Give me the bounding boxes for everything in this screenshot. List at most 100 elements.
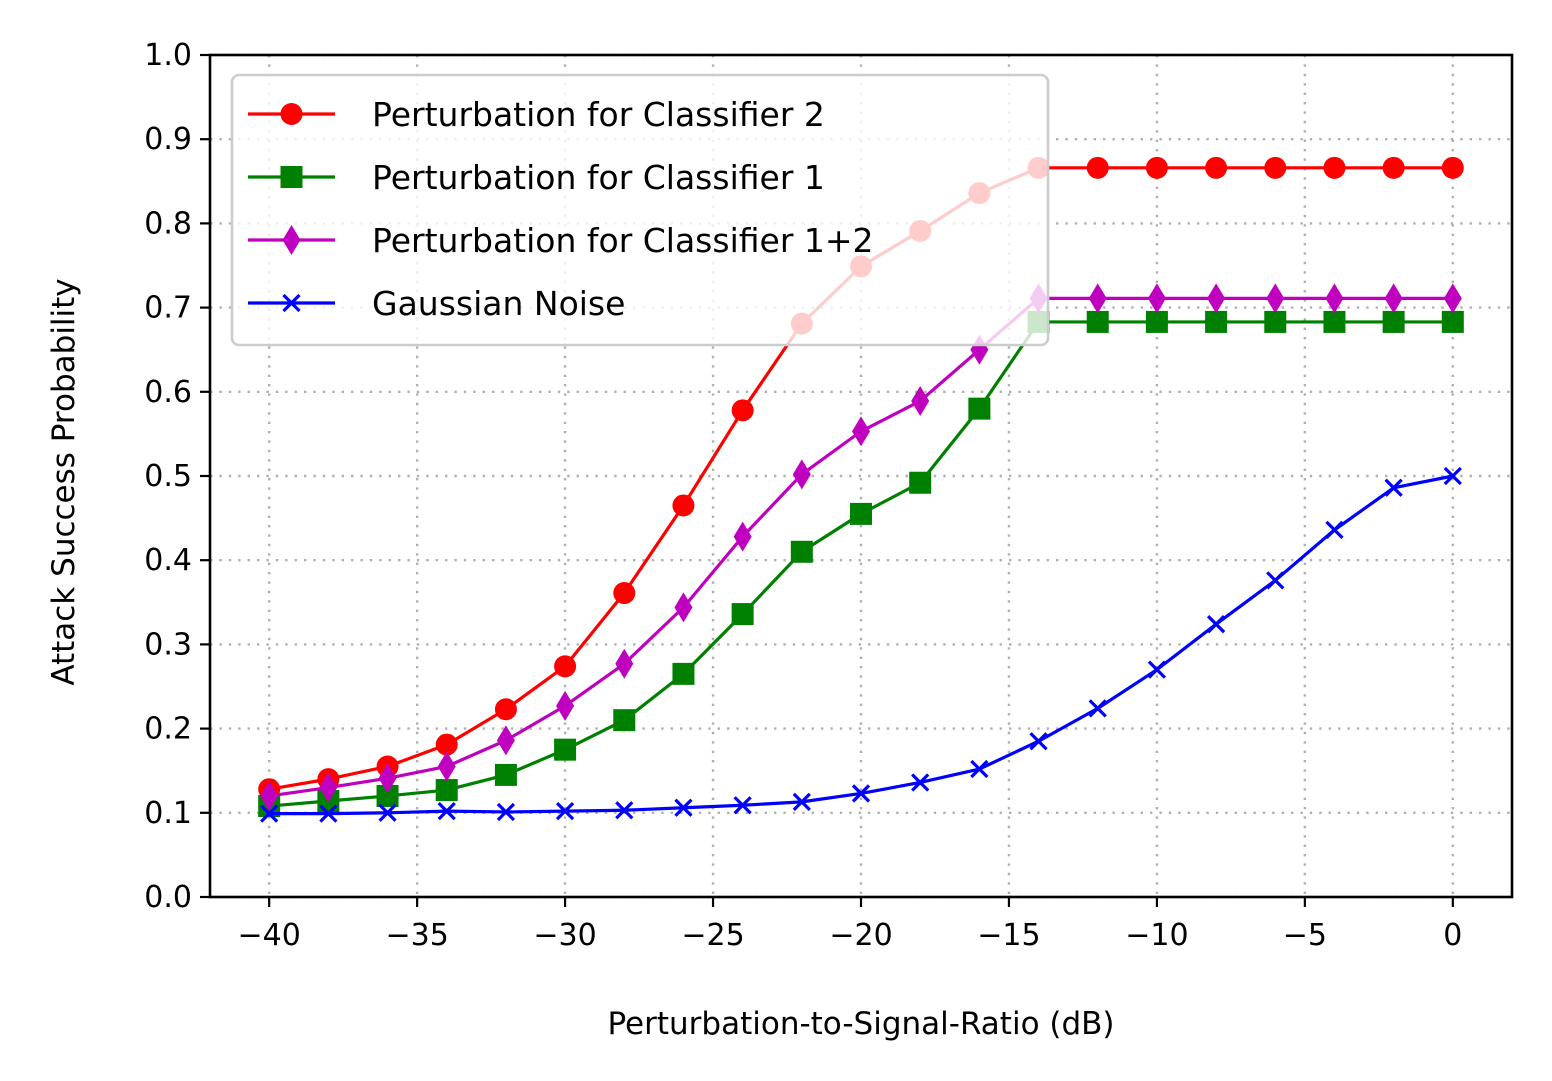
data-point — [319, 772, 338, 803]
data-point — [1264, 310, 1287, 333]
data-point — [1266, 571, 1285, 590]
data-point — [672, 662, 695, 685]
data-point — [378, 763, 397, 794]
data-point — [1086, 310, 1109, 333]
legend-marker — [282, 293, 301, 313]
data-point — [1323, 156, 1346, 179]
data-point — [852, 416, 870, 447]
data-point — [911, 386, 930, 417]
data-point — [615, 648, 634, 679]
data-point — [435, 733, 458, 756]
data-point — [1205, 156, 1228, 179]
data-point — [1264, 156, 1287, 179]
data-point — [1382, 310, 1405, 333]
legend-label: Gaussian Noise — [372, 284, 625, 323]
y-tick-label: 1.0 — [144, 38, 192, 73]
data-point — [1443, 283, 1462, 314]
data-point — [672, 494, 695, 517]
data-point — [674, 592, 693, 623]
x-tick-label: −5 — [1283, 918, 1327, 953]
data-point — [1145, 156, 1168, 179]
data-point — [494, 698, 517, 721]
data-point — [851, 784, 871, 803]
data-point — [790, 540, 813, 563]
data-point — [731, 603, 754, 626]
data-point — [613, 709, 636, 732]
data-point — [556, 690, 575, 721]
data-point — [731, 399, 754, 422]
legend: Perturbation for Classifier 2 Perturbatio… — [230, 73, 1050, 347]
legend-marker — [282, 225, 301, 255]
data-point — [494, 763, 517, 786]
data-point — [1384, 283, 1403, 314]
x-tick-label: 0 — [1443, 918, 1462, 953]
legend-item: Perturbation for Classifier 1+2 — [248, 221, 874, 260]
data-point — [1266, 283, 1285, 314]
data-point — [555, 801, 575, 821]
data-point — [437, 801, 456, 821]
y-tick-label: 0.2 — [144, 712, 192, 747]
x-tick-label: −30 — [533, 918, 596, 953]
data-point — [496, 725, 515, 756]
y-axis: 0.0 0.1 0.2 0.3 0.4 0.5 0.6 0.7 0.8 0.9 1.0 — [144, 38, 210, 915]
data-point — [1441, 310, 1464, 333]
data-point — [554, 738, 577, 761]
data-point — [1205, 310, 1228, 333]
data-point — [1088, 699, 1107, 718]
data-point — [496, 802, 516, 822]
data-point — [1029, 732, 1048, 751]
data-point — [1147, 660, 1167, 679]
x-tick-label: −20 — [829, 918, 892, 953]
data-point — [970, 759, 989, 779]
y-axis-label: Attack Success Probability — [46, 278, 82, 685]
data-point — [1206, 615, 1226, 634]
x-axis-label: Perturbation-to-Signal-Ratio (dB) — [607, 1006, 1114, 1042]
x-tick-label: −40 — [238, 918, 301, 953]
y-tick-label: 0.7 — [144, 291, 192, 326]
series-4 — [260, 466, 1462, 823]
data-point — [554, 655, 577, 678]
data-point — [435, 779, 458, 802]
data-point — [850, 502, 872, 525]
y-tick-label: 0.8 — [144, 206, 192, 241]
data-point — [1325, 283, 1344, 314]
legend-item: Perturbation for Classifier 2 — [248, 95, 825, 134]
data-point — [260, 804, 279, 823]
data-point — [1207, 283, 1226, 314]
y-tick-label: 0.6 — [144, 375, 192, 410]
data-point — [909, 471, 932, 494]
data-point — [1323, 310, 1346, 333]
data-point — [1147, 283, 1166, 314]
data-point — [319, 804, 338, 823]
data-point — [911, 773, 930, 792]
data-point — [437, 751, 456, 782]
legend-item: Perturbation for Classifier 1 — [248, 158, 825, 197]
x-tick-label: −35 — [385, 918, 448, 953]
y-tick-label: 0.1 — [144, 796, 192, 831]
x-tick-label: −15 — [977, 918, 1040, 953]
data-point — [1441, 156, 1464, 179]
data-point — [613, 582, 636, 605]
data-point — [1325, 520, 1344, 540]
data-point — [1443, 466, 1462, 486]
data-point — [792, 792, 811, 811]
x-tick-label: −10 — [1125, 918, 1188, 953]
y-tick-label: 0.4 — [144, 543, 192, 578]
data-point — [733, 521, 752, 552]
legend-marker — [280, 103, 303, 125]
y-tick-label: 0.9 — [144, 122, 192, 157]
data-point — [1086, 156, 1109, 179]
x-axis: −40 −35 −30 −25 −20 −15 −10 −5 0 — [238, 897, 1462, 953]
data-point — [1145, 310, 1168, 333]
data-point — [674, 798, 693, 817]
data-point — [733, 796, 752, 815]
data-point — [615, 801, 634, 820]
data-point — [1384, 478, 1403, 497]
legend-item: Gaussian Noise — [248, 284, 625, 323]
legend-label: Perturbation for Classifier 1+2 — [372, 221, 874, 260]
data-point — [1382, 156, 1405, 179]
y-tick-label: 0.0 — [144, 880, 192, 915]
legend-box — [230, 73, 1050, 347]
x-tick-label: −25 — [681, 918, 744, 953]
